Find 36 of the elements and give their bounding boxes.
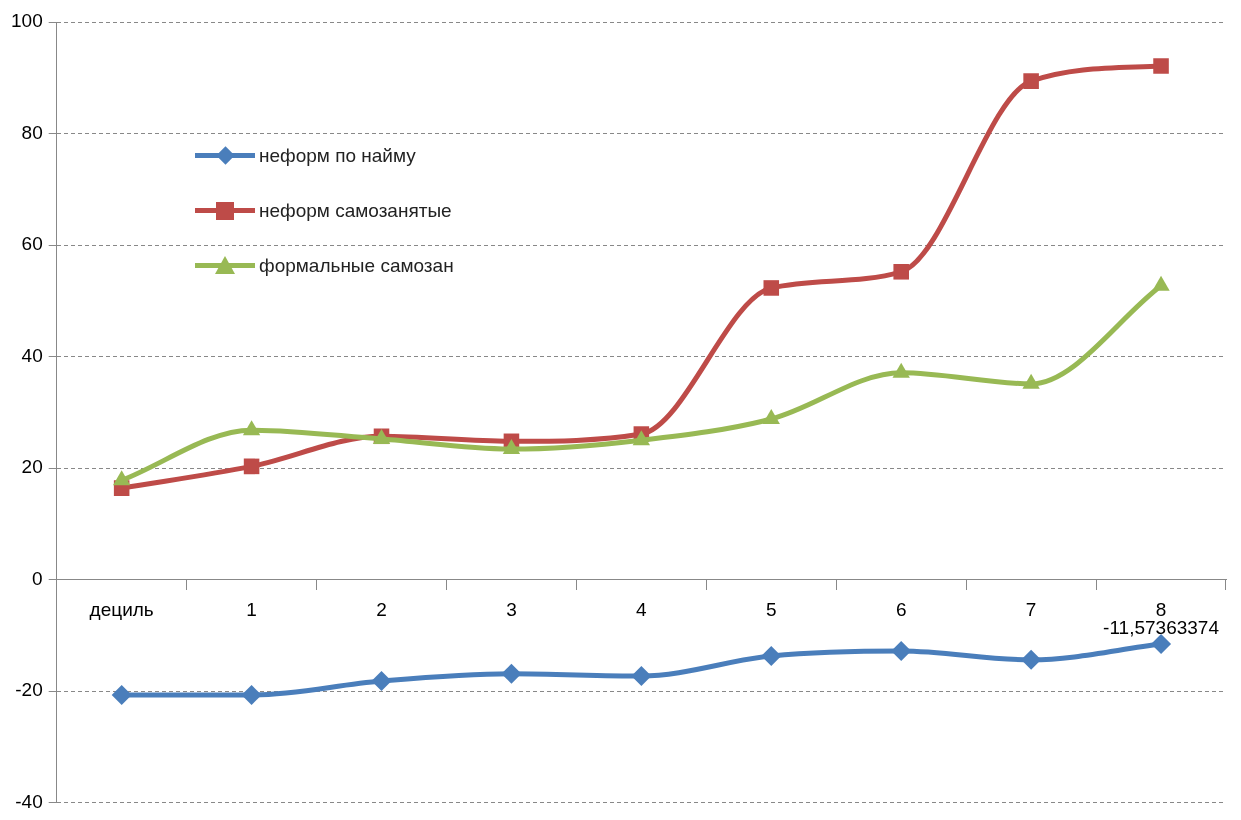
point — [1021, 649, 1042, 670]
x-tick-label: 5 — [765, 599, 777, 621]
point — [113, 470, 131, 486]
point — [1153, 58, 1169, 74]
point — [243, 458, 260, 475]
x-tick-label: дециль — [89, 599, 154, 621]
y-tick-label: -40 — [15, 790, 43, 812]
x-tick-label: 2 — [376, 599, 387, 621]
y-tick-label: 20 — [21, 456, 43, 478]
y-tick-label: 0 — [32, 567, 43, 589]
point — [761, 645, 782, 666]
x-tick-label: 6 — [895, 599, 907, 621]
x-tick-label: 7 — [1025, 599, 1037, 621]
x-tick-label: 3 — [506, 599, 517, 621]
point — [242, 420, 261, 436]
point — [891, 640, 912, 661]
x-tick-label: 1 — [246, 599, 257, 621]
y-tick-label: 100 — [11, 10, 43, 32]
legend-label: неформ по найму — [259, 144, 416, 167]
x-tick-label: 4 — [636, 599, 648, 621]
point — [893, 264, 909, 280]
legend-label: неформ самозанятые — [259, 199, 452, 222]
y-tick-label: 80 — [21, 121, 43, 143]
y-tick-label: -20 — [15, 679, 43, 701]
point — [1023, 73, 1039, 89]
point — [632, 430, 651, 446]
point — [502, 439, 521, 455]
y-tick-label: 40 — [21, 344, 43, 366]
y-tick-label: 60 — [21, 233, 43, 255]
point — [631, 666, 652, 687]
legend-label: формальные самозан — [259, 254, 454, 277]
point — [763, 280, 780, 296]
point — [501, 663, 522, 684]
point — [371, 671, 392, 692]
point — [241, 684, 262, 705]
point — [111, 684, 132, 705]
